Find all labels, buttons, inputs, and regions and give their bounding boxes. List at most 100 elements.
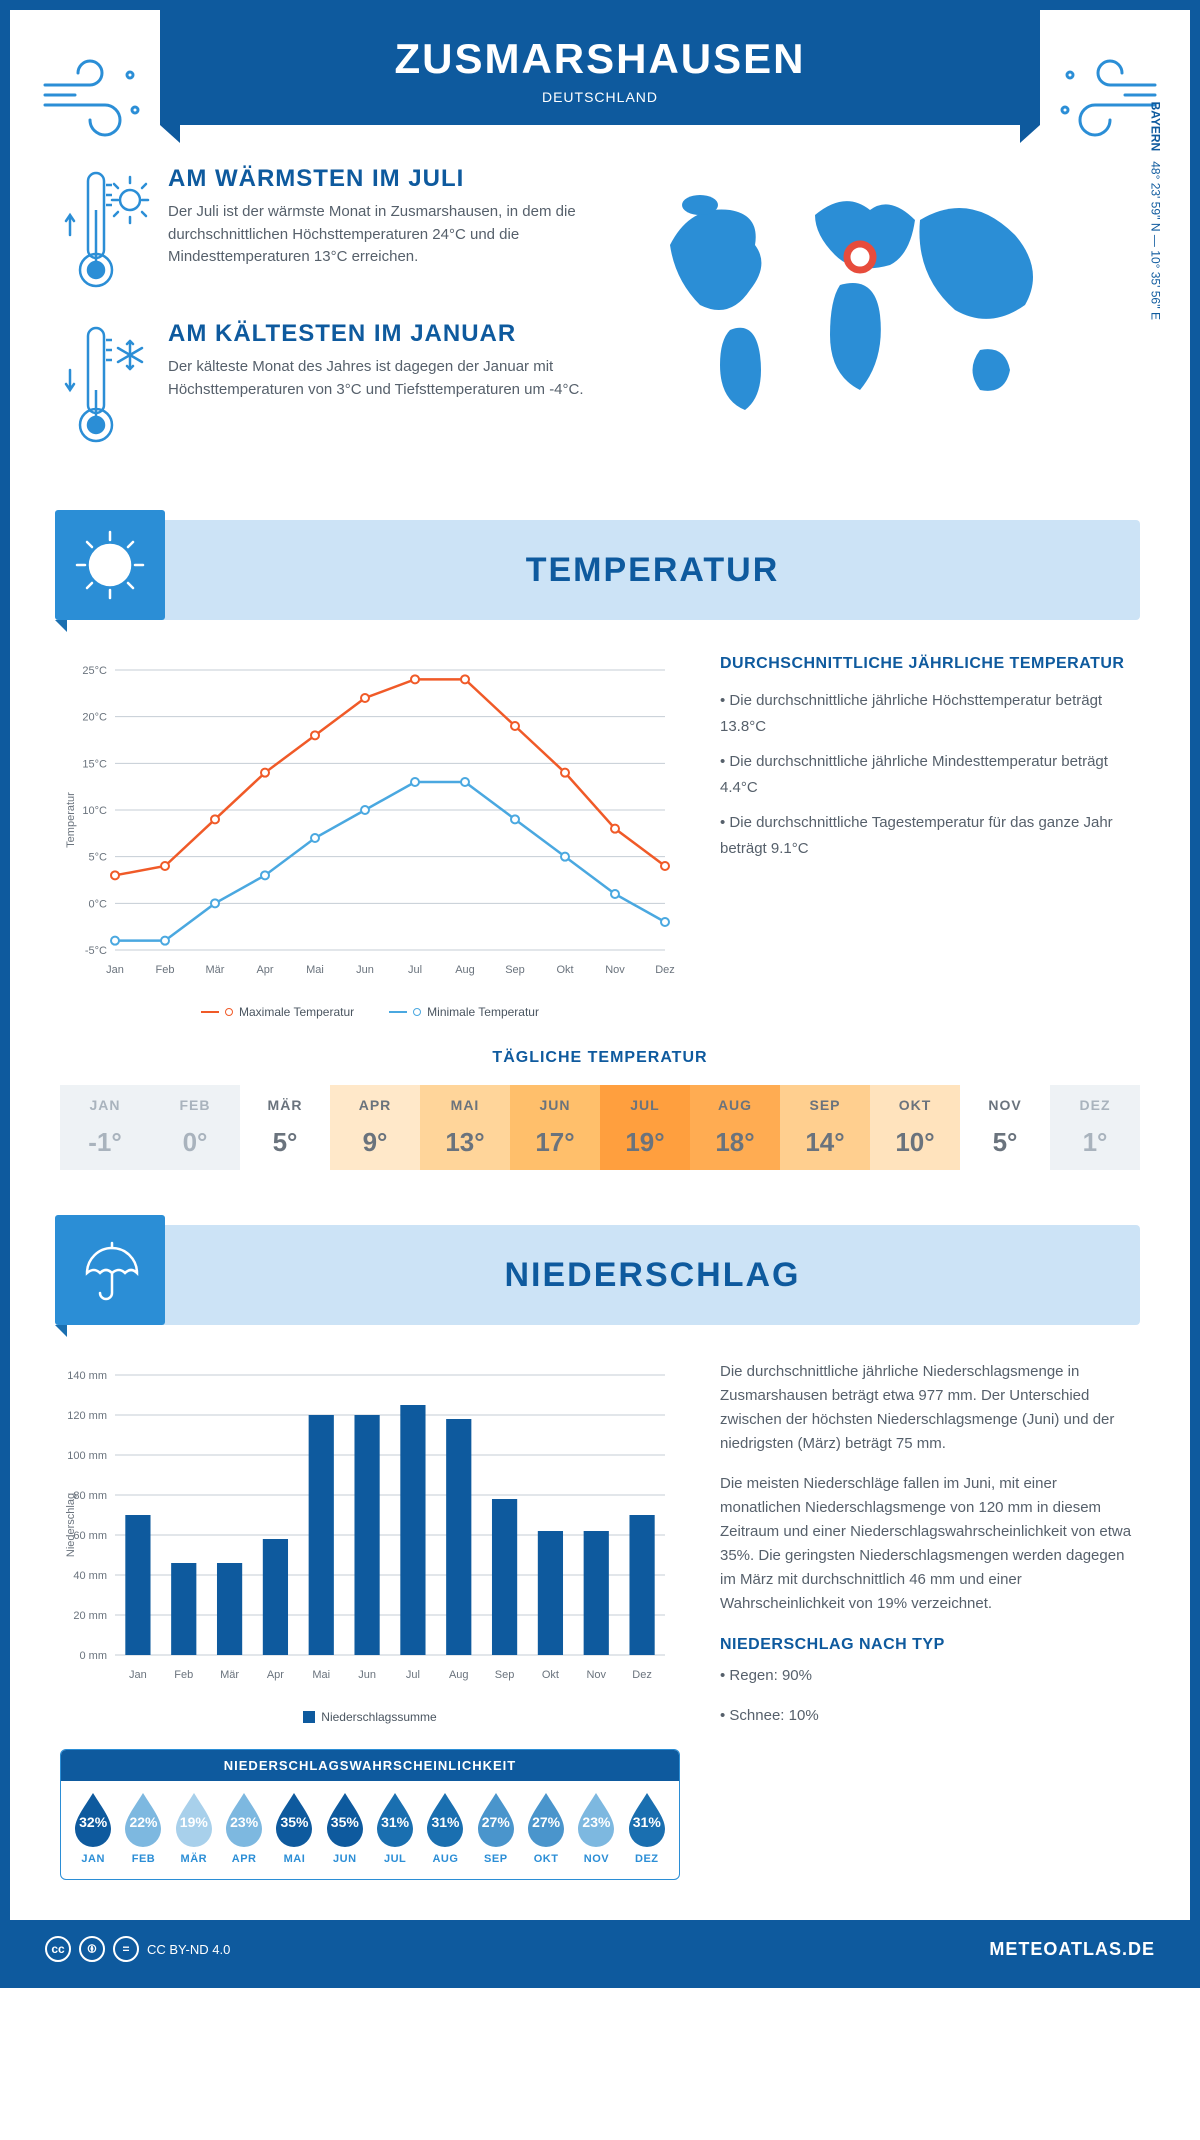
- cold-block: AM KÄLTESTEN IM JANUAR Der kälteste Mona…: [60, 320, 610, 450]
- world-map: [640, 165, 1140, 425]
- prob-cell: 32%JAN: [69, 1791, 117, 1865]
- precip-text: Die meisten Niederschläge fallen im Juni…: [720, 1472, 1140, 1616]
- warm-heading: AM WÄRMSTEN IM JULI: [168, 165, 610, 193]
- warm-block: AM WÄRMSTEN IM JULI Der Juli ist der wär…: [60, 165, 610, 295]
- temp-cell: JAN-1°: [60, 1085, 150, 1170]
- temp-cell: JUN17°: [510, 1085, 600, 1170]
- temp-cell: OKT10°: [870, 1085, 960, 1170]
- svg-text:80 mm: 80 mm: [73, 1490, 107, 1502]
- temp-cell: FEB0°: [150, 1085, 240, 1170]
- prob-cell: 35%JUN: [321, 1791, 369, 1865]
- svg-text:60 mm: 60 mm: [73, 1530, 107, 1542]
- temp-bullet: • Die durchschnittliche jährliche Höchst…: [720, 688, 1140, 739]
- cold-heading: AM KÄLTESTEN IM JANUAR: [168, 320, 610, 348]
- probability-box: NIEDERSCHLAGSWAHRSCHEINLICHKEIT 32%JAN22…: [60, 1749, 680, 1880]
- svg-text:Jan: Jan: [106, 964, 124, 976]
- svg-text:20°C: 20°C: [82, 712, 107, 724]
- svg-text:Feb: Feb: [174, 1669, 193, 1681]
- prob-cell: 27%SEP: [472, 1791, 520, 1865]
- prob-cell: 35%MAI: [270, 1791, 318, 1865]
- temp-cell: AUG18°: [690, 1085, 780, 1170]
- prob-cell: 31%AUG: [421, 1791, 469, 1865]
- section-precip: NIEDERSCHLAG: [60, 1225, 1140, 1325]
- warm-text: Der Juli ist der wärmste Monat in Zusmar…: [168, 201, 610, 269]
- svg-text:Sep: Sep: [505, 964, 525, 976]
- temp-avg-heading: DURCHSCHNITTLICHE JÄHRLICHE TEMPERATUR: [720, 655, 1140, 673]
- thermometer-sun-icon: [60, 165, 150, 295]
- temp-cell: NOV5°: [960, 1085, 1050, 1170]
- temp-cell: APR9°: [330, 1085, 420, 1170]
- svg-text:Okt: Okt: [542, 1669, 559, 1681]
- svg-text:Mär: Mär: [220, 1669, 239, 1681]
- svg-text:Mai: Mai: [312, 1669, 330, 1681]
- svg-text:0°C: 0°C: [89, 898, 108, 910]
- svg-text:Feb: Feb: [156, 964, 175, 976]
- svg-text:Aug: Aug: [455, 964, 475, 976]
- svg-text:Mai: Mai: [306, 964, 324, 976]
- precip-text: Die durchschnittliche jährliche Niedersc…: [720, 1360, 1140, 1456]
- precip-legend: Niederschlagssumme: [60, 1710, 680, 1724]
- svg-text:0 mm: 0 mm: [80, 1650, 108, 1662]
- sun-icon: [55, 510, 165, 620]
- thermometer-snow-icon: [60, 320, 150, 450]
- svg-text:Jul: Jul: [406, 1669, 420, 1681]
- svg-text:Jun: Jun: [356, 964, 374, 976]
- prob-cell: 27%OKT: [522, 1791, 570, 1865]
- svg-text:Temperatur: Temperatur: [65, 792, 77, 848]
- svg-text:Jan: Jan: [129, 1669, 147, 1681]
- svg-text:120 mm: 120 mm: [67, 1410, 107, 1422]
- temp-heading: TEMPERATUR: [165, 551, 1140, 590]
- svg-text:Nov: Nov: [586, 1669, 606, 1681]
- svg-text:Dez: Dez: [632, 1669, 652, 1681]
- section-temperature: TEMPERATUR: [60, 520, 1140, 620]
- prob-cell: 31%JUL: [371, 1791, 419, 1865]
- temp-cell: MÄR5°: [240, 1085, 330, 1170]
- license: cc🅯= CC BY-ND 4.0: [45, 1936, 230, 1962]
- precip-type: • Schnee: 10%: [720, 1704, 1140, 1728]
- prob-cell: 22%FEB: [119, 1791, 167, 1865]
- precip-type-heading: NIEDERSCHLAG NACH TYP: [720, 1636, 1140, 1654]
- brand: METEOATLAS.DE: [989, 1939, 1155, 1960]
- svg-text:20 mm: 20 mm: [73, 1610, 107, 1622]
- daily-heading: TÄGLICHE TEMPERATUR: [60, 1049, 1140, 1067]
- svg-text:Jun: Jun: [358, 1669, 376, 1681]
- precip-heading: NIEDERSCHLAG: [165, 1256, 1140, 1295]
- precipitation-chart: 0 mm20 mm40 mm60 mm80 mm100 mm120 mm140 …: [60, 1360, 680, 1700]
- svg-text:10°C: 10°C: [82, 805, 107, 817]
- umbrella-icon: [55, 1215, 165, 1325]
- prob-cell: 23%NOV: [572, 1791, 620, 1865]
- precip-type: • Regen: 90%: [720, 1664, 1140, 1688]
- prob-cell: 19%MÄR: [170, 1791, 218, 1865]
- daily-temp-grid: JAN-1°FEB0°MÄR5°APR9°MAI13°JUN17°JUL19°A…: [60, 1085, 1140, 1170]
- svg-text:Okt: Okt: [556, 964, 573, 976]
- svg-text:15°C: 15°C: [82, 758, 107, 770]
- svg-text:Nov: Nov: [605, 964, 625, 976]
- coordinates: BAYERN 48° 23' 59'' N — 10° 35' 56'' E: [1148, 102, 1162, 320]
- svg-text:Apr: Apr: [267, 1669, 284, 1681]
- header-banner: ZUSMARSHAUSEN DEUTSCHLAND: [160, 10, 1040, 125]
- temp-bullet: • Die durchschnittliche Tagestemperatur …: [720, 810, 1140, 861]
- temp-bullet: • Die durchschnittliche jährliche Mindes…: [720, 749, 1140, 800]
- svg-text:-5°C: -5°C: [85, 945, 107, 957]
- prob-heading: NIEDERSCHLAGSWAHRSCHEINLICHKEIT: [61, 1750, 679, 1781]
- svg-text:Apr: Apr: [256, 964, 273, 976]
- svg-text:140 mm: 140 mm: [67, 1370, 107, 1382]
- footer: cc🅯= CC BY-ND 4.0 METEOATLAS.DE: [10, 1920, 1190, 1978]
- wind-icon: [40, 50, 150, 140]
- temp-cell: SEP14°: [780, 1085, 870, 1170]
- svg-text:Niederschlag: Niederschlag: [65, 1493, 77, 1557]
- temp-cell: DEZ1°: [1050, 1085, 1140, 1170]
- wind-icon: [1050, 50, 1160, 140]
- svg-text:Jul: Jul: [408, 964, 422, 976]
- temperature-chart: -5°C0°C5°C10°C15°C20°C25°CJanFebMärAprMa…: [60, 655, 680, 995]
- svg-text:Aug: Aug: [449, 1669, 469, 1681]
- svg-text:Dez: Dez: [655, 964, 675, 976]
- cold-text: Der kälteste Monat des Jahres ist dagege…: [168, 356, 610, 401]
- svg-text:5°C: 5°C: [89, 852, 108, 864]
- page-subtitle: DEUTSCHLAND: [160, 89, 1040, 105]
- prob-cell: 31%DEZ: [623, 1791, 671, 1865]
- svg-text:Sep: Sep: [495, 1669, 515, 1681]
- temp-cell: JUL19°: [600, 1085, 690, 1170]
- svg-text:Mär: Mär: [206, 964, 225, 976]
- svg-text:100 mm: 100 mm: [67, 1450, 107, 1462]
